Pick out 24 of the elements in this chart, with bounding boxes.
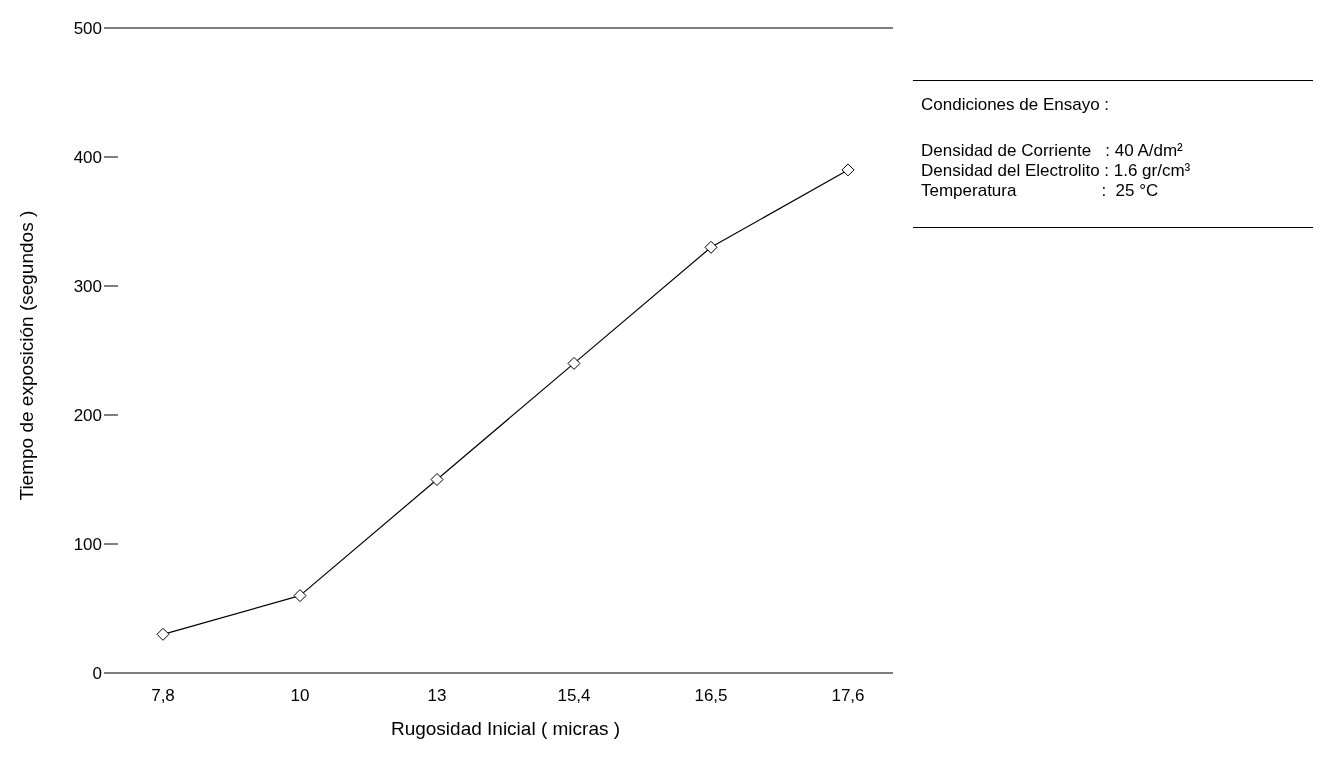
text: Densidad del Electrolito : 1.6 gr/cm³: [921, 161, 1192, 181]
x-tick-label: 16,5: [694, 686, 728, 706]
y-tick-label: 300: [73, 277, 102, 297]
y-tick-label: 0: [92, 664, 102, 684]
point: [704, 240, 718, 254]
x-tick-label: 7,8: [151, 686, 175, 706]
y-tick-label: 400: [73, 148, 102, 168]
x-tick-label: 13: [427, 686, 447, 706]
text: Densidad de Corriente : 40 A/dm²: [921, 141, 1184, 161]
y-tick-label: 500: [73, 19, 102, 39]
point: [567, 356, 581, 370]
x-tick-label: 17,6: [831, 686, 865, 706]
point: [293, 589, 307, 603]
y-tick-label: 100: [73, 535, 102, 555]
x-axis-title: Rugosidad Inicial ( micras ): [390, 718, 621, 739]
y-axis-title: Tiempo de exposición (segundos ): [15, 210, 37, 501]
text: Temperatura : 25 °C: [921, 181, 1160, 201]
x-tick-label: 10: [290, 686, 310, 706]
y-tick-label: 200: [73, 406, 102, 426]
x-tick-label: 15,4: [557, 686, 591, 706]
text: Condiciones de Ensayo :: [921, 95, 1111, 115]
point: [841, 163, 855, 177]
point: [430, 473, 444, 486]
point: [156, 627, 170, 641]
